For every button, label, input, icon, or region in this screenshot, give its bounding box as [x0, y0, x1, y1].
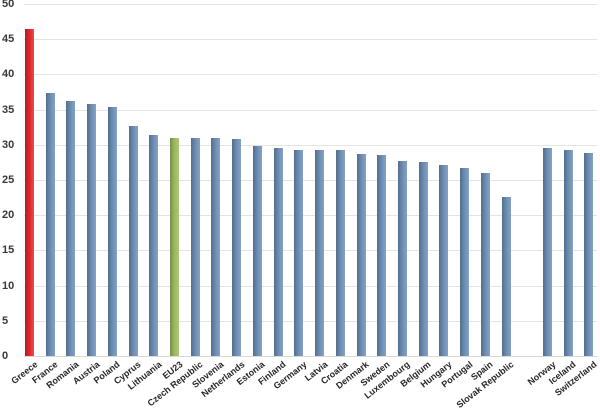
- gridline-35: [24, 109, 597, 111]
- gridline-30: [24, 144, 597, 146]
- bar-france: [45, 92, 55, 356]
- bar-iceland: [563, 149, 573, 356]
- gridline-5: [24, 320, 597, 322]
- gridline-50: [24, 4, 597, 5]
- bar-slovenia: [211, 137, 221, 356]
- y-axis-label-15: 15: [2, 244, 15, 257]
- bar-netherlands: [232, 139, 242, 356]
- bar-portugal: [460, 168, 470, 356]
- y-axis-label-25: 25: [2, 174, 15, 186]
- bar-estonia: [252, 145, 262, 356]
- y-axis-label-40: 40: [2, 68, 15, 81]
- y-axis-label-45: 45: [2, 33, 15, 46]
- bar-czech-republic: [190, 137, 200, 356]
- bar-luxembourg: [397, 160, 407, 356]
- bar-latvia: [315, 149, 325, 356]
- bar-romania: [66, 101, 76, 356]
- gridline-0: [24, 356, 597, 357]
- bar-finland: [273, 148, 283, 356]
- gridline-40: [24, 74, 597, 76]
- y-axis-label-10: 10: [2, 279, 15, 292]
- bar-croatia: [335, 150, 345, 356]
- bar-lithuania: [149, 134, 159, 356]
- bar-eu23: [170, 138, 180, 356]
- y-axis-label-50: 50: [2, 0, 15, 10]
- gridline-25: [24, 180, 597, 181]
- bar-slovak-republic: [501, 196, 511, 356]
- bar-spain: [480, 172, 490, 356]
- bar-norway: [543, 148, 552, 356]
- gridline-10: [24, 285, 597, 287]
- bar-greece: [25, 28, 34, 356]
- bar-denmark: [356, 153, 366, 356]
- bar-germany: [294, 149, 304, 356]
- bar-austria: [87, 103, 97, 356]
- bar-hungary: [439, 164, 449, 356]
- y-axis-label-35: 35: [2, 103, 15, 116]
- bar-belgium: [418, 161, 428, 356]
- gridline-20: [24, 215, 597, 217]
- y-axis-label-5: 5: [2, 314, 9, 327]
- y-axis-label-20: 20: [2, 209, 15, 222]
- gridline-15: [24, 250, 597, 252]
- gridline-45: [24, 39, 597, 41]
- y-axis-label-0: 0: [2, 350, 9, 362]
- bar-switzerland: [584, 153, 594, 356]
- bar-sweden: [377, 154, 387, 356]
- bar-cyprus: [128, 126, 138, 356]
- bar-poland: [107, 106, 117, 356]
- y-axis-label-30: 30: [2, 138, 15, 151]
